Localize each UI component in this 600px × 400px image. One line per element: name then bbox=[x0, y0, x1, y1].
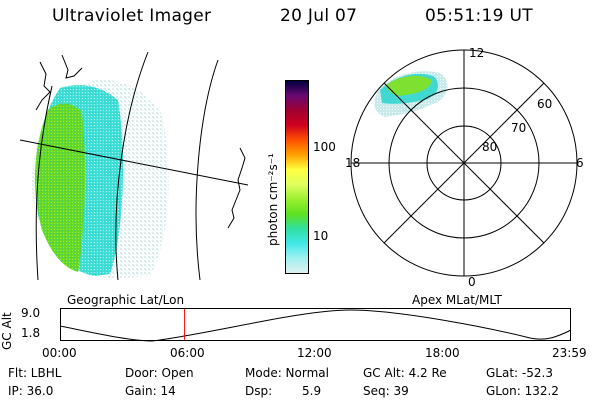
timeline-xtick-1200: 12:00 bbox=[297, 346, 332, 360]
timeline-xtick-1800: 18:00 bbox=[425, 346, 460, 360]
colorbar-tick-10: 10 bbox=[313, 229, 329, 243]
right-panel-label: Apex MLat/MLT bbox=[412, 293, 502, 307]
mlt-label-0: 0 bbox=[468, 275, 476, 289]
polar-plot bbox=[350, 49, 578, 277]
dsp-value: 5.9 bbox=[302, 384, 322, 398]
altitude-curve bbox=[60, 309, 572, 342]
ip-info: IP: 36.0 bbox=[8, 384, 54, 398]
timeline-ytick-9: 9.0 bbox=[21, 306, 41, 320]
mode-info: Mode: Normal bbox=[245, 366, 329, 380]
dsp-label: Dsp: bbox=[245, 384, 273, 398]
gain-info: Gain: 14 bbox=[125, 384, 176, 398]
lat-label-70: 70 bbox=[511, 121, 527, 135]
timeline-ytick-1: 1.8 bbox=[21, 326, 41, 340]
time-label: 05:51:19 UT bbox=[425, 6, 533, 26]
mlt-label-12: 12 bbox=[469, 46, 485, 60]
geographic-map bbox=[19, 51, 249, 281]
timeline-xtick-0600: 06:00 bbox=[170, 346, 205, 360]
lat-label-80: 80 bbox=[482, 140, 498, 154]
date-label: 20 Jul 07 bbox=[280, 6, 358, 26]
timeline-frame bbox=[60, 308, 571, 341]
left-panel-label: Geographic Lat/Lon bbox=[67, 293, 185, 307]
timeline-axis-title: GC Alt bbox=[0, 312, 14, 350]
door-info: Door: Open bbox=[125, 366, 194, 380]
filter-info: Flt: LBHL bbox=[8, 366, 62, 380]
gcalt-info: GC Alt: 4.2 Re bbox=[363, 366, 447, 380]
colorbar-unit: photon cm⁻²s⁻¹ bbox=[266, 153, 280, 246]
mlt-label-18: 18 bbox=[345, 156, 361, 170]
seq-info: Seq: 39 bbox=[363, 384, 409, 398]
glon-info: GLon: 132.2 bbox=[486, 384, 559, 398]
mlt-label-6: 6 bbox=[576, 156, 584, 170]
lat-label-60: 60 bbox=[537, 97, 553, 111]
altitude-timeline bbox=[60, 308, 572, 342]
app-title: Ultraviolet Imager bbox=[52, 6, 212, 26]
timeline-xtick-0000: 00:00 bbox=[42, 346, 77, 360]
colorbar-tick-100: 100 bbox=[313, 140, 336, 154]
timeline-xtick-2359: 23:59 bbox=[552, 346, 587, 360]
glat-info: GLat: -52.3 bbox=[486, 366, 553, 380]
colorbar bbox=[285, 80, 309, 274]
